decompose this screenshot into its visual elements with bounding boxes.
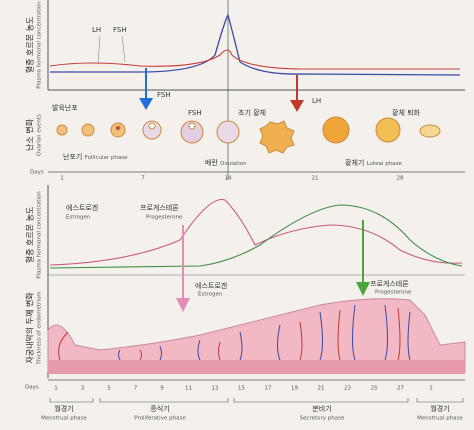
phase-label: Secretory phase [300, 416, 345, 422]
label: Estrogen [66, 215, 91, 221]
phase-label: 배란 Ovulation [205, 158, 247, 167]
day-label: 21 [312, 176, 319, 182]
label: 에스트로겐 [66, 203, 98, 212]
label: 에스트로겐 [195, 281, 227, 290]
day-label: 19 [291, 386, 298, 392]
label: 프로게스테론 [140, 203, 179, 212]
phase-bracket [233, 398, 409, 403]
phase-label: 난포기 Follicular phase [63, 152, 128, 161]
phase-bracket [99, 398, 229, 403]
text: 배란 [205, 158, 218, 167]
day-label: 14 [225, 176, 232, 182]
label: 발육난포 [52, 103, 78, 112]
day-label: 28 [397, 176, 404, 182]
label: Progesterone [375, 290, 412, 296]
days-label: Days [30, 170, 44, 176]
label: Progesterone [146, 215, 183, 221]
follicles [56, 116, 441, 154]
day-label: 9 [160, 386, 164, 392]
day-label: 25 [371, 386, 378, 392]
fsh-label: FSH [113, 26, 127, 34]
day-label: 13 [212, 386, 219, 392]
axis-label: 혈중 호르몬 농도 [25, 17, 35, 74]
progesterone-curve [49, 204, 463, 269]
arrow [356, 220, 370, 296]
day-label: 3 [81, 386, 85, 392]
phase-label: Menstrual phase [417, 416, 463, 422]
lh-label: LH [92, 26, 101, 34]
text: Follicular phase [85, 155, 129, 161]
phase-label: Menstrual phase [41, 416, 87, 422]
axis-label: Ovarian events [37, 114, 43, 156]
label: 초기 황체 [238, 108, 266, 117]
axis-label: 난소 변화 [25, 118, 35, 151]
day-label: 15 [238, 386, 245, 392]
text: 황체기 [345, 158, 364, 167]
fsh-curve [49, 49, 460, 70]
phase-label: 월경기 [54, 404, 73, 413]
day-label: 17 [265, 386, 272, 392]
phase-label: Proliferative phase [134, 416, 186, 422]
phase-label: 황체기 Luteal phase [345, 158, 402, 167]
arrow [176, 225, 190, 312]
day-label: 23 [344, 386, 351, 392]
arrow-label: LH [312, 97, 321, 105]
phase-bracket [416, 398, 464, 403]
endometrium [47, 298, 466, 373]
day-label: 1 [429, 386, 433, 392]
axis-label: Thickness of endometrium [37, 291, 43, 365]
day-label: 27 [397, 386, 404, 392]
day-label: 1 [54, 386, 58, 392]
day-label: 5 [107, 386, 111, 392]
label: 황체 퇴화 [392, 108, 421, 117]
axis-label: 자궁내막의 두께 변화 [25, 292, 35, 364]
phase-label: 월경기 [430, 404, 449, 413]
lh-curve [50, 13, 461, 76]
arrow [139, 68, 153, 110]
glands [118, 304, 411, 361]
day-label: 7 [141, 176, 145, 182]
day-label: 21 [318, 386, 325, 392]
leader [97, 35, 101, 65]
text: Luteal phase [367, 161, 403, 167]
days-label: Days [25, 385, 39, 391]
axis-label: 혈중 호르몬 농도 [25, 207, 35, 264]
axis-label: Plasma hormonal concentration [37, 191, 43, 279]
arrow [290, 75, 304, 112]
label: 프로게스테론 [370, 279, 409, 288]
day-label: 7 [134, 386, 138, 392]
arteries [58, 307, 401, 361]
text: Ovulation [220, 161, 247, 167]
day-label: 1 [60, 176, 64, 182]
text: 난포기 [63, 152, 82, 161]
phase-bracket [49, 398, 94, 403]
phase-label: 증식기 [150, 404, 169, 413]
basal-layer [48, 360, 465, 374]
estrogen-curve [49, 198, 463, 266]
phase-label: 분비기 [312, 404, 331, 413]
arrow-label: FSH [157, 91, 171, 99]
leader [121, 35, 126, 63]
label: FSH [188, 109, 202, 117]
day-label: 11 [185, 386, 192, 392]
label: Estrogen [198, 292, 223, 298]
axis-label: Plasma hormonal concentration [37, 1, 43, 89]
